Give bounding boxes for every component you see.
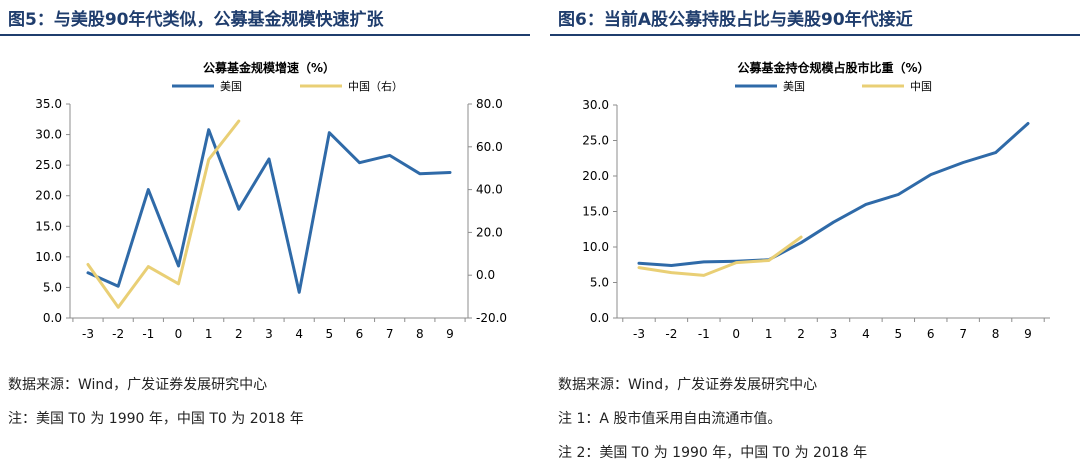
x-tick-label: 5	[326, 327, 334, 341]
x-tick-label: 3	[265, 327, 273, 341]
series-line-1	[86, 119, 241, 309]
x-tick-label: 9	[1024, 327, 1032, 341]
chart-holding-share: 公募基金持仓规模占股市比重（%）美国 中国0.05.010.015.020.025…	[582, 60, 1050, 341]
legend-label-0: 美国	[220, 80, 242, 93]
chart-fund-growth: 公募基金规模增速（%）美国 中国（右）0.05.010.015.020.025.0…	[35, 60, 507, 341]
y-tick-label: 15.0	[582, 205, 609, 219]
y-tick-label: 25.0	[35, 158, 62, 172]
y2-tick-label: 80.0	[476, 97, 503, 111]
y-tick-label: 10.0	[35, 250, 62, 264]
y2-tick-label: 0.0	[476, 268, 495, 282]
x-tick-label: 2	[797, 327, 805, 341]
x-tick-label: 5	[895, 327, 903, 341]
y2-tick-label: -20.0	[476, 311, 507, 325]
x-tick-label: 7	[386, 327, 394, 341]
y-tick-label: 0.0	[43, 311, 62, 325]
x-tick-label: 4	[862, 327, 870, 341]
chart-title: 公募基金持仓规模占股市比重（%）	[737, 60, 929, 75]
series-line-0	[637, 122, 1030, 267]
x-tick-label: -1	[142, 327, 154, 341]
x-tick-label: -3	[633, 327, 645, 341]
figure-6-panel: 图6：当前A股公募持股占比与美股90年代接近 公募基金持仓规模占股市比重（%） 美…	[550, 0, 1080, 473]
figure-6-title-rule	[550, 34, 1080, 36]
legend-label-1: 中国（右）	[348, 79, 403, 93]
x-tick-label: 3	[830, 327, 838, 341]
x-tick-label: 8	[416, 327, 424, 341]
figure-5-title-rule	[0, 34, 530, 36]
y2-tick-label: 60.0	[476, 140, 503, 154]
figure-6-source: 数据来源：Wind，广发证券发展研究中心	[558, 377, 818, 393]
y2-tick-label: 40.0	[476, 183, 503, 197]
x-tick-label: 1	[205, 327, 213, 341]
figure-5-panel: 图5：与美股90年代类似，公募基金规模快速扩张 公募基金规模增速（%） 美国 中国（…	[0, 0, 530, 473]
x-tick-label: 2	[235, 327, 243, 341]
y-tick-label: 20.0	[35, 189, 62, 203]
figure-6-note-2: 注 2：美国 T0 为 1990 年，中国 T0 为 2018 年	[558, 445, 868, 461]
x-tick-label: 8	[992, 327, 1000, 341]
series-line-0	[86, 128, 452, 294]
y-tick-label: 10.0	[582, 240, 609, 254]
x-tick-label: 1	[765, 327, 773, 341]
y-tick-label: 25.0	[582, 134, 609, 148]
series-line-1	[637, 235, 803, 277]
y-tick-label: 30.0	[35, 128, 62, 142]
y-tick-label: 30.0	[582, 98, 609, 112]
y-tick-label: 35.0	[35, 97, 62, 111]
x-tick-label: 7	[959, 327, 967, 341]
figure-5-note-1: 注：美国 T0 为 1990 年，中国 T0 为 2018 年	[8, 411, 304, 427]
x-tick-label: 4	[295, 327, 303, 341]
chart-title: 公募基金规模增速（%）	[203, 60, 335, 75]
legend-label-0: 美国	[783, 80, 805, 93]
x-tick-label: 0	[175, 327, 183, 341]
x-tick-label: 6	[356, 327, 364, 341]
x-tick-label: 0	[732, 327, 740, 341]
figure-5-source: 数据来源：Wind，广发证券发展研究中心	[8, 377, 268, 393]
x-tick-label: -2	[665, 327, 677, 341]
x-tick-label: 9	[446, 327, 454, 341]
figure-5-title: 图5：与美股90年代类似，公募基金规模快速扩张	[8, 10, 384, 30]
x-tick-label: 6	[927, 327, 935, 341]
x-tick-label: -2	[112, 327, 124, 341]
legend-label-1: 中国	[910, 80, 932, 93]
figure-6-note-1: 注 1：A 股市值采用自由流通市值。	[558, 411, 782, 427]
x-tick-label: -3	[82, 327, 94, 341]
y-tick-label: 20.0	[582, 169, 609, 183]
y-tick-label: 15.0	[35, 219, 62, 233]
y2-tick-label: 20.0	[476, 225, 503, 239]
y-tick-label: 5.0	[590, 276, 609, 290]
y-tick-label: 0.0	[590, 311, 609, 325]
y-tick-label: 5.0	[43, 280, 62, 294]
figure-6-title: 图6：当前A股公募持股占比与美股90年代接近	[558, 10, 913, 30]
x-tick-label: -1	[698, 327, 710, 341]
